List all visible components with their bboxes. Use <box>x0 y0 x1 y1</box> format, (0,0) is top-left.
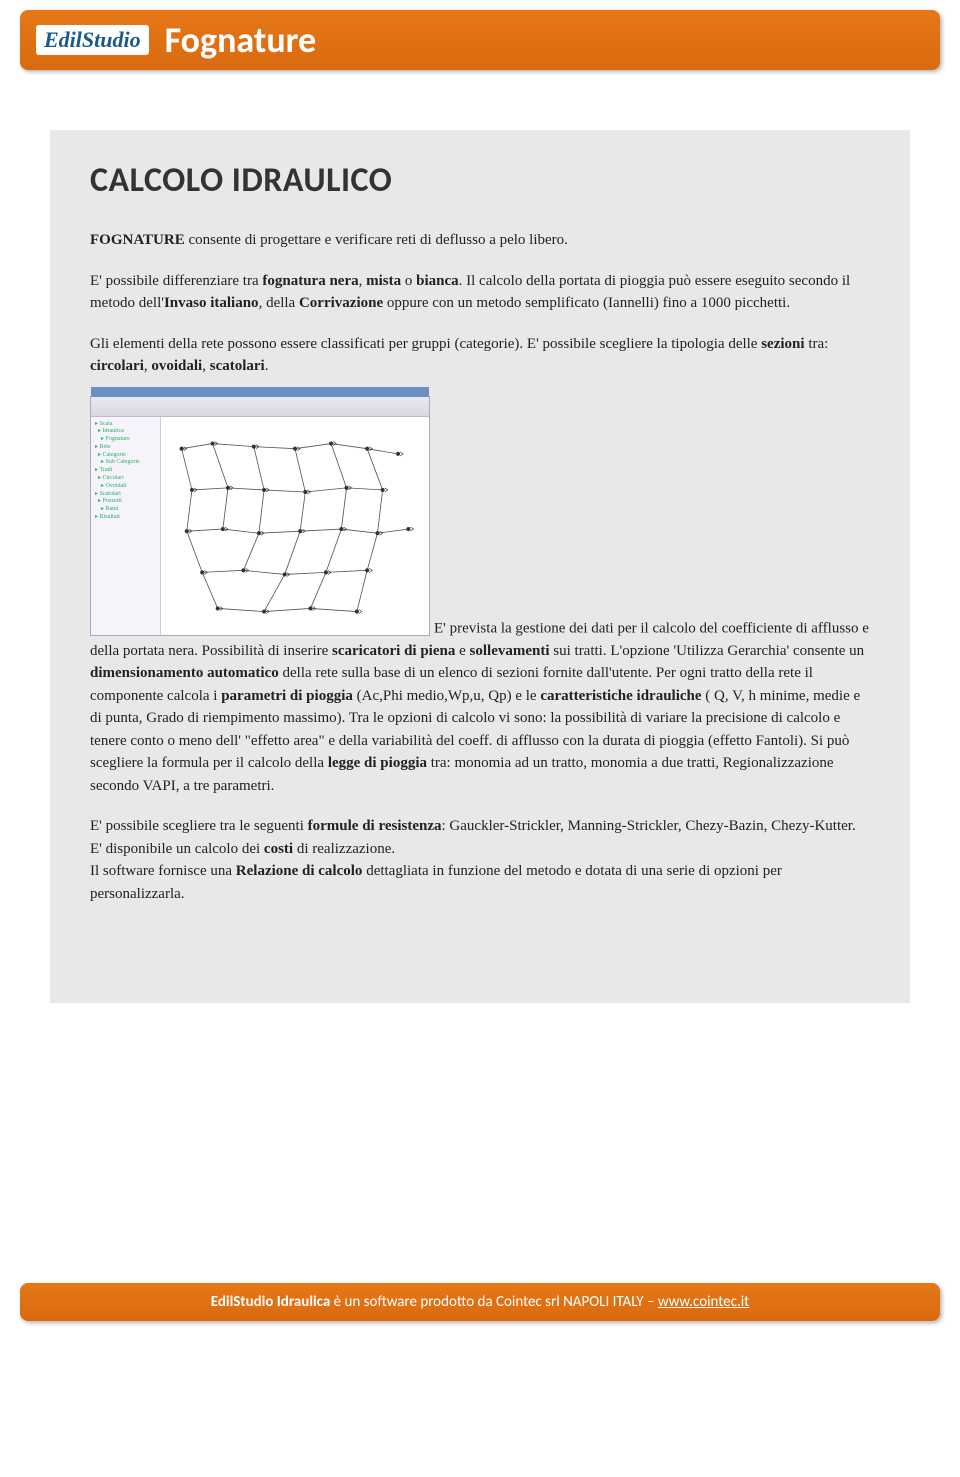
para5-b1: formule di resistenza <box>308 818 442 834</box>
para6-t1: Il software fornisce una <box>90 863 236 879</box>
para4-b3: dimensionamento automatico <box>90 665 279 681</box>
para2-b1: fognatura nera <box>262 273 358 289</box>
header-title: Fognature <box>165 18 317 62</box>
header-bar: EdilStudio Fognature <box>20 10 940 70</box>
para3-end: . <box>265 358 269 374</box>
para4-t2: sui tratti. L'opzione 'Utilizza Gerarchi… <box>550 643 865 659</box>
paragraph-3: Gli elementi della rete possono essere c… <box>90 333 870 378</box>
para2-b5: Corrivazione <box>299 295 383 311</box>
para4-t1: e <box>455 643 469 659</box>
para4-b4: parametri di pioggia <box>221 688 353 704</box>
screenshot-canvas <box>161 417 429 635</box>
para3-b2: circolari <box>90 358 144 374</box>
para3-b4: scatolari <box>210 358 265 374</box>
para5-t1: E' possibile scegliere tra le seguenti <box>90 818 308 834</box>
para5-b2: costi <box>264 841 293 857</box>
screenshot-titlebar <box>91 387 429 397</box>
paragraph-1: FOGNATURE consente di progettare e verif… <box>90 229 870 252</box>
para2-t5: , della <box>259 295 299 311</box>
para3-t2: tra: <box>805 336 829 352</box>
paragraph-4-block: ▸ Scala▸ Idraulica▸ Fognature▸ Rete▸ Cat… <box>90 396 870 798</box>
para1-text: consente di progettare e verificare reti… <box>185 232 568 248</box>
paragraph-2: E' possibile differenziare tra fognatura… <box>90 270 870 315</box>
network-diagram <box>161 417 429 635</box>
screenshot-tree: ▸ Scala▸ Idraulica▸ Fognature▸ Rete▸ Cat… <box>91 417 160 526</box>
footer-link[interactable]: www.cointec.it <box>658 1293 749 1311</box>
para2-t2: , <box>359 273 367 289</box>
para4-b1: scaricatori di piena <box>332 643 455 659</box>
para6-b1: Relazione di calcolo <box>236 863 363 879</box>
para4-b2: sollevamenti <box>470 643 550 659</box>
footer-bold: EdilStudio Idraulica <box>211 1293 331 1311</box>
para2-b2: mista <box>366 273 401 289</box>
para3-b1: sezioni <box>761 336 804 352</box>
app-screenshot: ▸ Scala▸ Idraulica▸ Fognature▸ Rete▸ Cat… <box>90 396 430 636</box>
content-panel: CALCOLO IDRAULICO FOGNATURE consente di … <box>50 130 910 1003</box>
para5-t3: di realizzazione. <box>293 841 395 857</box>
para4-t4: (Ac,Phi medio,Wp,u, Qp) e le <box>353 688 540 704</box>
screenshot-toolbar <box>91 397 429 417</box>
footer-text: EdilStudio Idraulica è un software prodo… <box>211 1293 749 1311</box>
para2-t6: oppure con un metodo semplificato (Ianne… <box>383 295 790 311</box>
para1-bold: FOGNATURE <box>90 232 185 248</box>
paragraph-5: E' possibile scegliere tra le seguenti f… <box>90 815 870 905</box>
para3-t1: Gli elementi della rete possono essere c… <box>90 336 761 352</box>
footer-bar: EdilStudio Idraulica è un software prodo… <box>20 1283 940 1321</box>
para2-t3: o <box>401 273 416 289</box>
para3-c2: , <box>202 358 210 374</box>
para2-b3: bianca <box>416 273 459 289</box>
screenshot-sidebar: ▸ Scala▸ Idraulica▸ Fognature▸ Rete▸ Cat… <box>91 417 161 635</box>
page-heading: CALCOLO IDRAULICO <box>90 160 870 201</box>
para4-b6: legge di pioggia <box>328 755 427 771</box>
para4-inline: E' prevista la gestione dei dati per il … <box>90 620 869 794</box>
para2-t1: E' possibile differenziare tra <box>90 273 262 289</box>
logo: EdilStudio <box>36 25 149 55</box>
para3-b3: ovoidali <box>151 358 202 374</box>
footer-mid: è un software prodotto da Cointec srl NA… <box>330 1293 658 1311</box>
para4-b5: caratteristiche idrauliche <box>540 688 701 704</box>
para2-b4: Invaso italiano <box>164 295 259 311</box>
